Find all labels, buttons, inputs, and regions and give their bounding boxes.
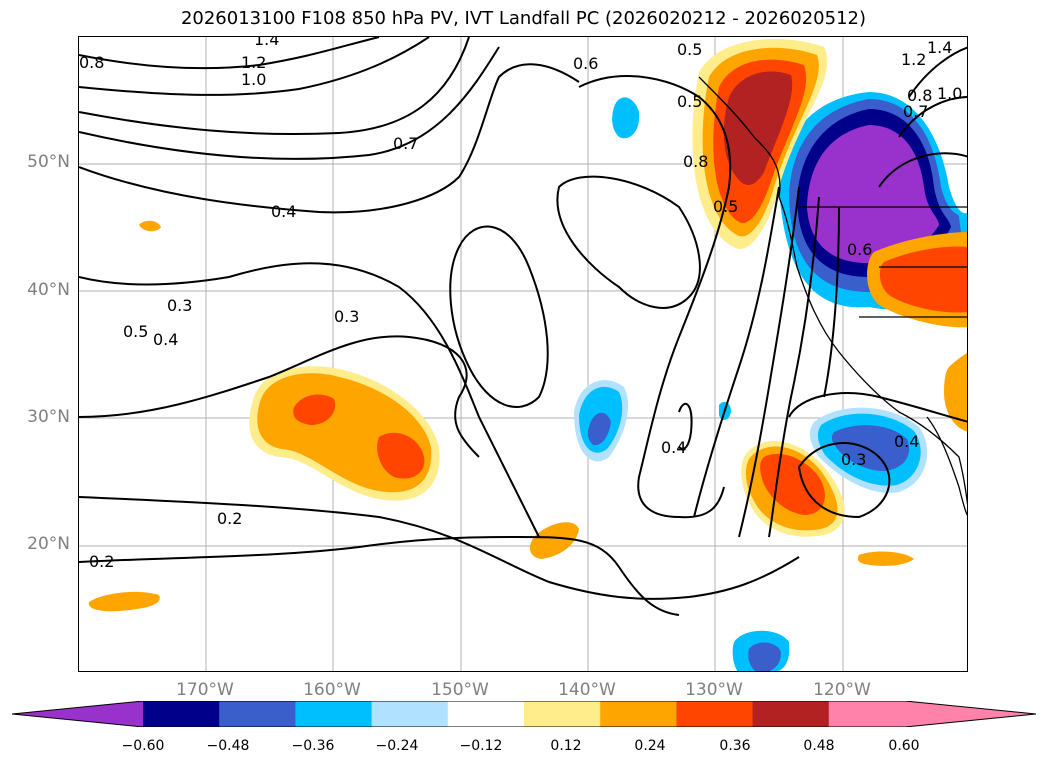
contour-label: 0.4 [661, 438, 686, 457]
pos-region-interior-2 [879, 246, 967, 313]
lon-label-170w: 170°W [176, 680, 234, 700]
contour-label: 1.4 [254, 37, 279, 49]
contour-label: 0.7 [903, 102, 928, 121]
lon-label-160w: 160°W [303, 680, 361, 700]
pos-region-subtrop-3 [293, 394, 336, 425]
colorbar-tick: −0.48 [206, 738, 250, 754]
lat-label-50n: 50°N [27, 152, 70, 172]
contour-label: 0.3 [167, 296, 192, 315]
colorbar-segment [295, 701, 373, 727]
neg-region-pnw-core [807, 125, 939, 264]
colorbar-tick: 0.12 [550, 738, 582, 754]
colorbar [12, 701, 1036, 727]
contour-label: 0.3 [841, 450, 866, 469]
shaded-fields [88, 39, 967, 671]
coastlines [698, 76, 967, 516]
colorbar-left-extension [12, 701, 143, 727]
neg-small-3 [612, 97, 640, 139]
lon-label-130w: 130°W [685, 680, 743, 700]
contour-label: 0.2 [89, 552, 114, 571]
contour-label: 0.3 [334, 307, 359, 326]
colorbar-tick: 0.48 [803, 738, 835, 754]
lat-label-30n: 30°N [27, 407, 70, 427]
contour-lines [79, 37, 967, 616]
pos-region-coast-core [723, 71, 793, 185]
contour-label: 1.4 [927, 38, 952, 57]
colorbar-segment [219, 701, 296, 727]
colorbar-tick: −0.24 [375, 738, 419, 754]
pos-small-1 [529, 522, 579, 559]
colorbar-segment [676, 701, 754, 727]
pos-small-3 [139, 220, 161, 232]
colorbar-segment [447, 701, 525, 727]
contour-label: 0.6 [847, 240, 872, 259]
contour-label: 1.2 [241, 53, 266, 72]
lat-label-20n: 20°N [27, 534, 70, 554]
colorbar-tick: −0.36 [291, 738, 335, 754]
contour-label: 0.4 [894, 432, 919, 451]
pos-region-subtrop-4 [377, 432, 425, 479]
contour-label: 1.0 [241, 70, 266, 89]
colorbar-tick: −0.12 [459, 738, 503, 754]
lon-label-150w: 150°W [431, 680, 489, 700]
contour-label: 0.5 [713, 197, 738, 216]
colorbar-segment [524, 701, 601, 727]
lon-label-140w: 140°W [558, 680, 616, 700]
colorbar-segment [600, 701, 677, 727]
colorbar-tick: −0.60 [121, 738, 165, 754]
lon-label-120w: 120°W [813, 680, 871, 700]
contour-label: 1.2 [901, 50, 926, 69]
colorbar-segments [143, 701, 906, 727]
pos-region-east-edge [944, 353, 967, 432]
contour-label: 0.8 [907, 86, 932, 105]
colorbar-segment [828, 701, 906, 727]
colorbar-tick: 0.24 [634, 738, 666, 754]
contour-label: 1.0 [937, 84, 962, 103]
colorbar-segment [752, 701, 830, 727]
contour-label: 0.8 [683, 152, 708, 171]
contour-label: 0.4 [271, 202, 296, 221]
contour-label: 0.4 [153, 330, 178, 349]
lat-label-40n: 40°N [27, 280, 70, 300]
contour-label: 0.6 [573, 54, 598, 73]
neg-region-midpac-3 [587, 412, 611, 446]
contour-label: 0.8 [79, 53, 104, 72]
pos-small-4 [857, 551, 914, 566]
colorbar-segment [143, 701, 220, 727]
contour-label: 0.2 [217, 509, 242, 528]
neg-region-sw-3 [831, 425, 910, 471]
contour-label-group: 1.4 1.2 1.0 0.8 0.7 0.6 0.5 0.4 0.3 0.5 … [79, 37, 962, 571]
colorbar-tick: 0.60 [888, 738, 920, 754]
contour-label: 0.5 [123, 322, 148, 341]
contour-label: 0.5 [677, 40, 702, 59]
colorbar-right-extension [905, 701, 1036, 727]
map-panel: 1.4 1.2 1.0 0.8 0.7 0.6 0.5 0.4 0.3 0.5 … [78, 36, 968, 672]
contour-label: 0.7 [393, 134, 418, 153]
pos-small-2 [88, 591, 160, 612]
neg-small-2 [748, 642, 781, 671]
map-canvas: 1.4 1.2 1.0 0.8 0.7 0.6 0.5 0.4 0.3 0.5 … [79, 37, 967, 671]
colorbar-segment [371, 701, 449, 727]
map-title: 2026013100 F108 850 hPa PV, IVT Landfall… [180, 8, 867, 29]
pos-region-se-3 [760, 453, 825, 515]
colorbar-tick: 0.36 [719, 738, 751, 754]
contour-label: 0.5 [677, 92, 702, 111]
